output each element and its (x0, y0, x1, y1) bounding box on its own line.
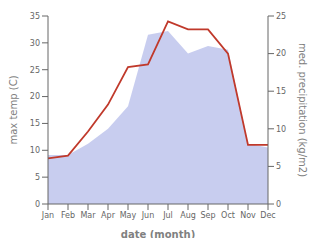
svg-text:10: 10 (276, 125, 286, 134)
svg-text:Jan: Jan (41, 211, 54, 220)
svg-text:Mar: Mar (80, 211, 96, 220)
svg-text:Dec: Dec (260, 211, 275, 220)
svg-text:date (month): date (month) (121, 229, 195, 238)
svg-text:Jul: Jul (162, 211, 173, 220)
svg-text:med. precipitation (kg/m2): med. precipitation (kg/m2) (297, 43, 308, 177)
svg-text:0: 0 (35, 200, 40, 209)
svg-text:Nov: Nov (240, 211, 256, 220)
svg-text:Oct: Oct (221, 211, 235, 220)
svg-text:25: 25 (30, 66, 40, 75)
svg-text:max temp (C): max temp (C) (8, 75, 19, 144)
svg-text:15: 15 (276, 87, 286, 96)
svg-text:Feb: Feb (61, 211, 75, 220)
svg-text:Apr: Apr (101, 211, 116, 220)
svg-text:10: 10 (30, 146, 40, 155)
svg-text:5: 5 (35, 173, 40, 182)
svg-text:30: 30 (30, 39, 40, 48)
svg-text:20: 20 (30, 92, 40, 101)
svg-text:5: 5 (276, 162, 281, 171)
svg-text:Jun: Jun (141, 211, 155, 220)
svg-text:20: 20 (276, 49, 286, 58)
svg-text:25: 25 (276, 12, 286, 21)
svg-text:35: 35 (30, 12, 40, 21)
svg-text:0: 0 (276, 200, 281, 209)
svg-text:Aug: Aug (180, 211, 196, 220)
svg-text:May: May (120, 211, 137, 220)
svg-text:15: 15 (30, 119, 40, 128)
svg-text:Sep: Sep (200, 211, 215, 220)
